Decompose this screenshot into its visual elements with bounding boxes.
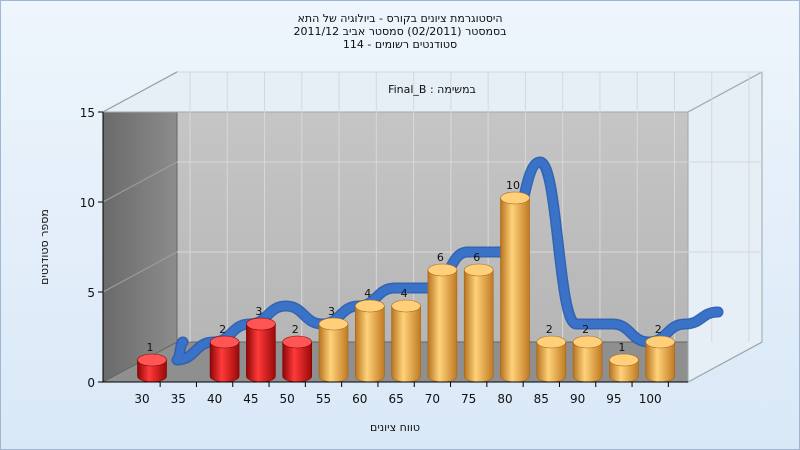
bar-value-label: 2 — [546, 323, 553, 336]
gridline-side — [102, 161, 178, 203]
left-wall — [102, 71, 178, 383]
bar-value-label: 1 — [147, 341, 154, 354]
right-rim — [687, 71, 763, 383]
bar-top — [645, 335, 676, 349]
x-tick-label: 30 — [134, 392, 149, 406]
x-axis-label: טווח ציונים — [370, 421, 420, 434]
x-tick-label: 40 — [207, 392, 222, 406]
x-tick-label: 85 — [534, 392, 549, 406]
inner-task-label: במשימה : Final_B — [388, 83, 476, 96]
y-tick-label: 5 — [87, 286, 95, 300]
bar-top — [536, 335, 567, 349]
bar-top — [282, 335, 313, 349]
bar-90: 2 — [572, 323, 603, 383]
x-tick-label: 60 — [352, 392, 367, 406]
bar-value-label: 2 — [219, 323, 226, 336]
bar-75: 6 — [463, 251, 494, 383]
bar-body — [427, 269, 458, 383]
bar-top — [609, 353, 639, 367]
bar-top — [137, 353, 167, 367]
bar-value-label: 3 — [255, 305, 262, 318]
x-tick-label: 100 — [639, 392, 662, 406]
bar-70: 6 — [427, 251, 458, 383]
y-axis-label: מספר סטודנטים — [38, 209, 51, 285]
bar-value-label: 3 — [328, 305, 335, 318]
chart-title-line-3: סטודנטים רשומים - 114 — [342, 38, 458, 51]
gridline-side — [102, 71, 178, 113]
bar-body — [391, 305, 421, 383]
bar-value-label: 1 — [618, 341, 625, 354]
bar-value-label: 4 — [364, 287, 371, 300]
bar-30: 1 — [137, 341, 167, 383]
bar-body — [355, 305, 385, 383]
x-tick-label: 65 — [388, 392, 403, 406]
bar-65: 4 — [391, 287, 421, 383]
bar-value-label: 4 — [401, 287, 408, 300]
bar-60: 4 — [354, 287, 385, 383]
bar-top — [500, 191, 530, 205]
x-tick-label: 55 — [316, 392, 331, 406]
bar-55: 3 — [318, 305, 349, 383]
bar-80: 10 — [500, 179, 530, 383]
bar-body — [246, 323, 276, 383]
x-tick-label: 80 — [497, 392, 512, 406]
bar-40: 2 — [209, 323, 240, 383]
bar-value-label: 10 — [506, 179, 520, 192]
x-tick-label: 70 — [425, 392, 440, 406]
bar-top — [354, 299, 385, 313]
bar-100: 2 — [645, 323, 676, 383]
bar-value-label: 6 — [437, 251, 444, 264]
bar-top — [318, 317, 349, 331]
grid-lines — [102, 71, 762, 342]
x-tick-label: 75 — [461, 392, 476, 406]
bar-95: 1 — [609, 341, 639, 383]
bar-top — [427, 263, 458, 277]
bar-50: 2 — [282, 323, 313, 383]
bar-45: 3 — [246, 305, 276, 383]
bar-value-label: 2 — [292, 323, 299, 336]
bar-top — [391, 299, 421, 313]
bar-top — [246, 317, 276, 331]
bar-value-label: 2 — [582, 323, 589, 336]
x-tick-label: 95 — [606, 392, 621, 406]
y-tick-label: 0 — [87, 376, 95, 390]
bar-top — [209, 335, 240, 349]
x-tick-label: 45 — [243, 392, 258, 406]
y-tick-label: 10 — [80, 196, 95, 210]
bars-layer: 1 2 3 2 3 4 4 6 6 10 2 2 1 2 — [137, 179, 676, 383]
bar-top — [463, 263, 494, 277]
bar-top — [572, 335, 603, 349]
x-tick-label: 35 — [171, 392, 186, 406]
axes-layer: 0 5 10 15 30 35 40 45 50 55 60 65 70 75 80 85 90 95 100 — [80, 106, 688, 406]
chart-title-line-2: בסמסטר (02/2011) סמסטר אביב 2011/12 — [293, 25, 507, 38]
bar-body — [463, 269, 494, 383]
bar-value-label: 2 — [655, 323, 662, 336]
chart-title-line-1: היסטוגרמת ציונים בקורס - ביולוגיה של התא — [297, 12, 503, 25]
bar-body — [500, 197, 530, 383]
x-tick-label: 50 — [280, 392, 295, 406]
bar-value-label: 6 — [473, 251, 480, 264]
x-tick-label: 90 — [570, 392, 585, 406]
gridline-side — [102, 251, 178, 293]
bar-body — [318, 323, 349, 383]
y-tick-label: 15 — [80, 106, 95, 120]
